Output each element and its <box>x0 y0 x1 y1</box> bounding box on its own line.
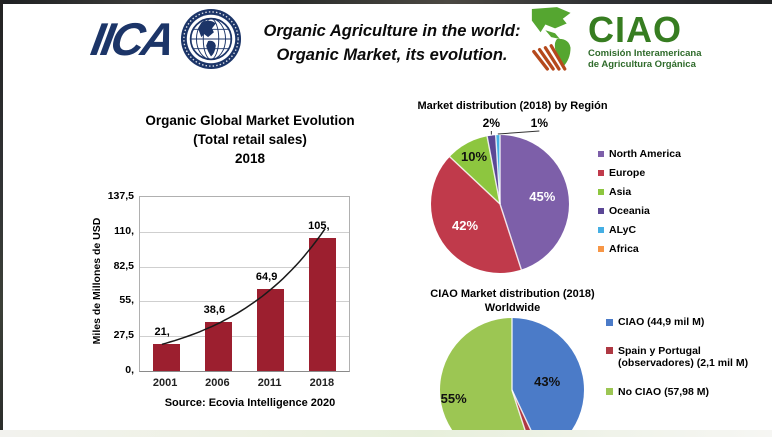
legend-label-asia: Asia <box>609 186 632 199</box>
legend-swatch-africa <box>598 245 604 252</box>
gridline <box>140 266 349 268</box>
pie-ciao: 43% 55% <box>418 296 606 437</box>
legend-label-no-ciao-57-98-m: No CIAO (57,98 M) <box>618 385 710 398</box>
legend-swatch-north-america <box>598 150 604 157</box>
legend-label-oceania: Oceania <box>609 205 650 218</box>
legend-item-alyc: ALyC <box>598 224 681 237</box>
legend-item-asia: Asia <box>598 186 681 199</box>
legend-label-north-america: North America <box>609 148 681 160</box>
slice-pct-label-oceania: 2% <box>482 116 501 130</box>
bar-value-label: 21, <box>154 326 170 339</box>
legend-item-spain-y-portugal-observadores-2-1-mil-m: Spain y Portugal (observadores) (2,1 mil… <box>606 345 764 370</box>
y-tick-label: 137,5 <box>107 190 134 202</box>
bar-value-label: 38,6 <box>203 304 226 317</box>
iica-logo: IICA <box>87 8 242 70</box>
legend-swatch-oceania <box>598 207 604 214</box>
legend-label-alyc: ALyC <box>609 224 637 237</box>
legend-swatch-ciao-44-9-mil-m <box>606 318 613 326</box>
y-tick-label: 0, <box>125 364 134 376</box>
x-tick-label: 2001 <box>152 377 178 389</box>
bar-plot <box>139 196 350 372</box>
legend-swatch-europe <box>598 169 604 176</box>
bar-chart-title-block: Organic Global Market Evolution (Total r… <box>105 112 395 169</box>
slide-title-line1: Organic Agriculture in the world: <box>263 22 521 40</box>
slice-pct-label-no-ciao-57-98-m: 55% <box>440 391 467 407</box>
pie-region: 45% 42% 10% 2% 1% <box>409 113 591 295</box>
bar-2001 <box>152 344 180 371</box>
pie-ciao-overlay <box>511 318 535 437</box>
bar-2011 <box>257 288 285 371</box>
bar-plot-area: 0, 27,5 55, 82,5 110, 137,5 2001 21, 2006 38,6 201… <box>92 190 392 400</box>
source-note: Source: Ecovia Intelligence 2020 <box>164 397 336 409</box>
slice-pct-label-asia: 10% <box>461 148 488 164</box>
pie-region-overlay <box>449 130 540 270</box>
y-tick-label: 27,5 <box>113 329 134 342</box>
legend-swatch-alyc <box>598 226 604 233</box>
iica-globe-icon <box>180 8 242 70</box>
legend-swatch-asia <box>598 188 604 195</box>
pie-ciao-title-block: CIAO Market distribution (2018) Worldwid… <box>400 288 625 316</box>
legend-label-ciao-44-9-mil-m: CIAO (44,9 mil M) <box>618 316 705 328</box>
x-tick-label: 2018 <box>309 377 335 389</box>
legend-item-africa: Africa <box>598 243 681 256</box>
gridline <box>140 231 349 233</box>
x-tick-label: 2011 <box>257 377 282 389</box>
bar-2018 <box>309 238 337 371</box>
y-tick-label: 55, <box>119 294 134 307</box>
legend-label-europe: Europe <box>609 167 646 180</box>
legend-swatch-no-ciao-57-98-m <box>606 388 613 396</box>
pie-ciao-subtitle: Worldwide <box>484 301 541 314</box>
trend-line <box>161 228 326 346</box>
legend-item-north-america: North America <box>598 148 681 161</box>
pie-ciao-title: CIAO Market distribution (2018) <box>430 288 595 300</box>
ciao-logo-text: CIAO <box>588 9 682 50</box>
americas-map-icon <box>531 7 571 71</box>
y-tick-label: 82,5 <box>113 259 134 272</box>
x-tick-label: 2006 <box>205 377 230 389</box>
slide-title-line2: Organic Market, its evolution. <box>276 45 508 64</box>
gridline <box>140 301 349 303</box>
slice-pct-label-europe: 42% <box>452 218 479 234</box>
bar-chart-subtitle: (Total retail sales) <box>193 131 307 147</box>
legend-label-spain-y-portugal-observadores-2-1-mil-m: Spain y Portugal (observadores) (2,1 mil… <box>618 344 749 370</box>
gridline <box>140 336 349 338</box>
bar-chart-title: Organic Global Market Evolution <box>145 113 355 128</box>
video-edge-left <box>0 0 3 437</box>
legend-item-oceania: Oceania <box>598 205 681 218</box>
legend-label-africa: Africa <box>609 243 639 256</box>
bar-value-label: 105, <box>308 220 330 233</box>
ciao-logo-text-block: CIAO Comisión Interamericana de Agricult… <box>588 9 702 71</box>
pie-ciao-legend: CIAO (44,9 mil M) Spain y Portugal (obser… <box>606 316 764 398</box>
bar-chart-year: 2018 <box>234 150 266 166</box>
ciao-subtitle-line2: de Agricultura Orgánica <box>588 59 696 71</box>
pie-region-legend: North America Europe Asia Oceania ALyC Africa <box>598 148 681 256</box>
y-tick-label: 110, <box>114 224 134 237</box>
iica-logo-text: IICA <box>87 13 177 65</box>
slice-pct-label-ciao-44-9-mil-m: 43% <box>534 374 561 390</box>
pie-region-title: Market distribution (2018) by Región <box>417 100 608 112</box>
ciao-logo: CIAO Comisión Interamericana de Agricult… <box>528 6 702 72</box>
legend-item-europe: Europe <box>598 167 681 180</box>
slice-pct-label-alyc: 1% <box>530 116 549 130</box>
legend-item-ciao-44-9-mil-m: CIAO (44,9 mil M) <box>606 316 764 329</box>
bar-value-label: 64,9 <box>255 270 278 283</box>
slide-title: Organic Agriculture in the world: Organi… <box>248 20 536 68</box>
video-edge-bottom <box>0 430 772 437</box>
bar-2006 <box>204 322 232 371</box>
legend-item-no-ciao-57-98-m: No CIAO (57,98 M) <box>606 386 764 399</box>
legend-swatch-spain-y-portugal-observadores-2-1-mil-m <box>606 347 613 355</box>
ciao-subtitle-line1: Comisión Interamericana <box>588 48 702 59</box>
slice-pct-label-north-america: 45% <box>529 189 556 205</box>
video-edge-top <box>0 0 772 4</box>
